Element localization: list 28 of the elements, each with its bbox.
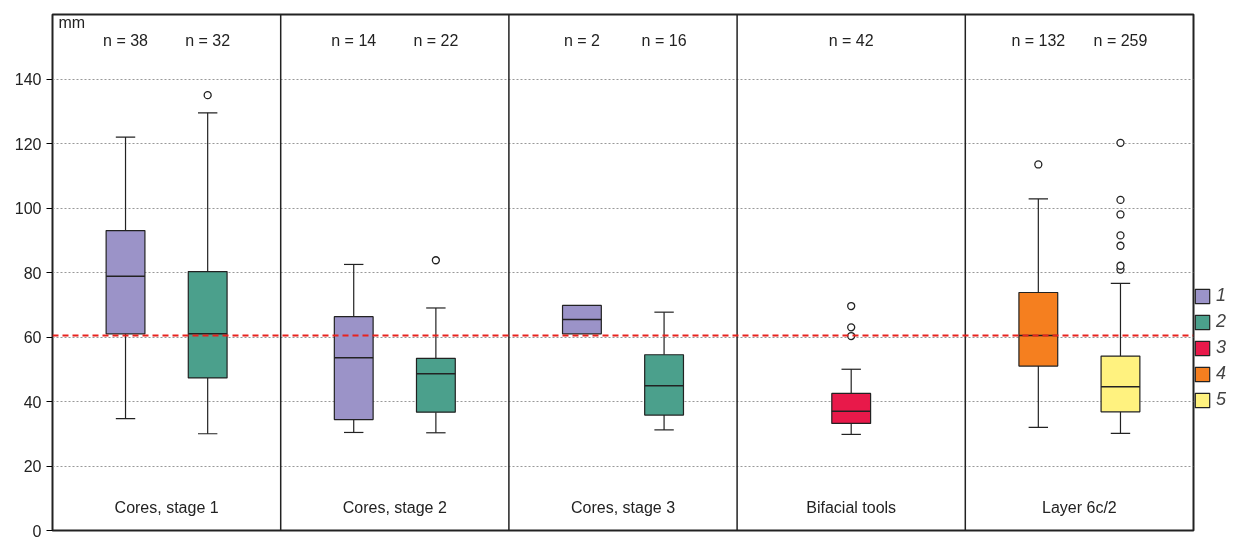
y-tick-label: 40 (23, 393, 42, 411)
x-tick-label: Cores, stage 1 (114, 499, 219, 517)
legend-label: 5 (1216, 389, 1227, 410)
annotation: n = 22 (413, 31, 459, 49)
legend-label: 3 (1216, 337, 1227, 358)
annotation: n = 259 (1093, 31, 1148, 49)
y-tick-label: 20 (23, 458, 42, 475)
annotation: n = 38 (103, 31, 149, 49)
y-tick-label: 100 (14, 200, 42, 217)
x-tick-label: Bifacial tools (806, 499, 897, 517)
annotation: n = 42 (828, 31, 874, 49)
y-axis-title: mm (58, 14, 86, 31)
annotation: n = 14 (331, 31, 377, 49)
y-tick-label: 120 (14, 135, 42, 153)
x-tick-label: Cores, stage 3 (570, 499, 676, 517)
y-tick-label: 80 (23, 264, 42, 282)
annotation: n = 2 (563, 31, 601, 49)
annotation: n = 132 (1011, 31, 1066, 49)
y-tick-label: 0 (32, 522, 42, 540)
legend-label: 2 (1216, 311, 1227, 332)
y-tick-label: 140 (14, 71, 42, 88)
y-tick-label: 60 (23, 329, 42, 346)
legend-label: 4 (1216, 363, 1227, 384)
annotation: n = 16 (641, 31, 687, 49)
x-tick-label: Cores, stage 2 (342, 499, 447, 517)
x-tick-label: Layer 6c/2 (1042, 499, 1117, 517)
legend-label: 1 (1216, 285, 1227, 306)
annotation: n = 32 (185, 31, 231, 49)
